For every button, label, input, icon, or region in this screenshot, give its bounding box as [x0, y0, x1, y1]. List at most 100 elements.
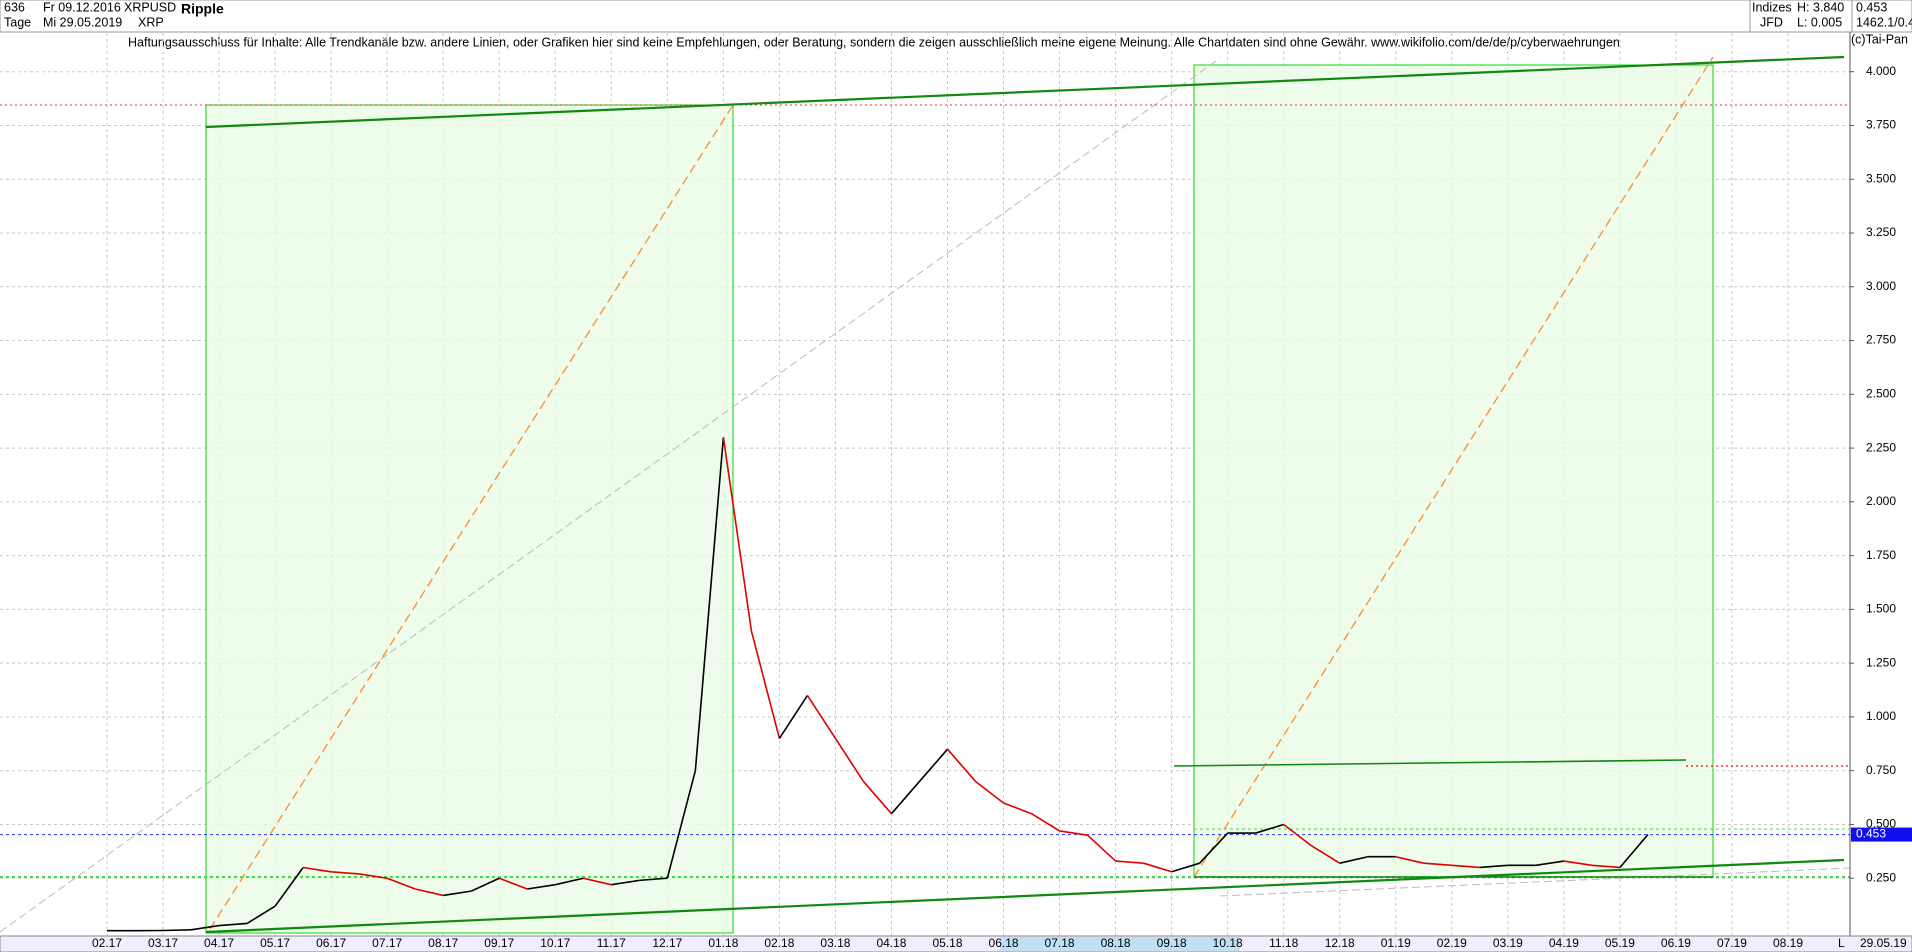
price-segment: [722, 437, 753, 632]
price-segment: [890, 780, 921, 815]
price-segment: [415, 888, 444, 897]
price-segment: [1199, 832, 1229, 864]
last-price-label: 0.453: [1856, 827, 1886, 841]
x-tick-label: 06.17: [316, 936, 346, 950]
price-segment: [806, 694, 837, 739]
price-segment: [834, 737, 865, 782]
price-segment: [1003, 802, 1032, 815]
x-tick-label: 03.19: [1493, 936, 1523, 950]
trend-line: [1173, 759, 1687, 767]
period[interactable]: Tage: [4, 15, 31, 29]
price-segment: [527, 883, 556, 890]
price-segment: [1591, 864, 1620, 869]
x-tick-label: 01.18: [708, 936, 738, 950]
price-segment: [246, 905, 276, 925]
price-segment: [359, 873, 388, 880]
annotation: Haftungsausschluss für Inhalte: Alle Tre…: [128, 35, 1620, 49]
x-tick-label: 02.19: [1437, 936, 1467, 950]
info: 1462.1/0.4: [1856, 15, 1912, 29]
price-segment: [1031, 813, 1060, 832]
price-segment: [611, 879, 640, 886]
axis-labels: 0.250 0.500 0.750 1.000 1.250 1.500 1.750 2.000…: [92, 64, 1912, 950]
price-segment: [498, 877, 528, 890]
last: 0.453: [1856, 0, 1887, 14]
price-segment: [163, 929, 192, 932]
end-date: Mi 29.05.2019: [43, 15, 122, 29]
price-segment: [1395, 855, 1424, 864]
price-segment: [443, 890, 472, 897]
count[interactable]: 636: [4, 0, 25, 14]
x-tick-label: 04.17: [204, 936, 234, 950]
x-tick-label: 07.18: [1045, 936, 1075, 950]
price-segment: [1423, 862, 1452, 867]
box: [1193, 64, 1714, 878]
price-segment: [1143, 862, 1172, 873]
y-tick-label: 3.250: [1866, 225, 1896, 239]
x-tick-label: 12.17: [652, 936, 682, 950]
price-segment: [1451, 864, 1480, 869]
price-segment: [1115, 860, 1144, 864]
price-segment: [583, 877, 612, 886]
price-segment: [1059, 830, 1088, 837]
price-segment: [1563, 860, 1593, 867]
low: L: 0.005: [1797, 15, 1842, 29]
fib-line: [209, 104, 734, 930]
price-segment: [975, 780, 1005, 804]
price-segment: [470, 877, 500, 892]
chart-title: Ripple: [181, 1, 224, 17]
y-tick-label: 2.750: [1866, 333, 1896, 347]
x-tick-label: 07.19: [1717, 936, 1747, 950]
group: Indizes: [1752, 0, 1792, 14]
y-tick-label: 3.500: [1866, 171, 1896, 185]
currency: XRP: [138, 15, 164, 29]
x-tick-label: 09.18: [1157, 936, 1187, 950]
price-segment: [1619, 834, 1649, 868]
broker: JFD: [1760, 15, 1783, 29]
price-segment: [1535, 860, 1564, 867]
y-tick-label: 0.500: [1866, 817, 1896, 831]
x-tick-label: 10.18: [1213, 936, 1243, 950]
price-segment: [219, 922, 248, 927]
x-tick-label: 01.19: [1381, 936, 1411, 950]
y-tick-label: 1.000: [1866, 709, 1896, 723]
price-segment: [302, 866, 332, 873]
y-tick-label: 2.500: [1866, 386, 1896, 400]
price-segment: [1283, 823, 1313, 847]
price-segment: [1339, 855, 1368, 864]
x-tick-label: 11.18: [1269, 936, 1298, 950]
x-tick-label: 02.17: [92, 936, 122, 950]
x-tick-label: 05.18: [932, 936, 962, 950]
copyright: (c)Tai-Pan: [1851, 32, 1908, 46]
x-tick-label: 04.18: [876, 936, 906, 950]
symbol: XRPUSD: [124, 0, 176, 14]
price-segment: [666, 770, 697, 879]
x-tick-label: 05.17: [260, 936, 290, 950]
price-segment: [778, 694, 809, 739]
price-segment: [1311, 845, 1341, 864]
y-tick-label: 2.250: [1866, 440, 1896, 454]
x-tick-label: 06.19: [1661, 936, 1691, 950]
price-segment: [274, 867, 304, 907]
trend-line: [205, 55, 1845, 129]
x-tick-label: 03.17: [148, 936, 178, 950]
y-tick-label: 3.000: [1866, 279, 1896, 293]
y-tick-label: 1.750: [1866, 548, 1896, 562]
high: H: 3.840: [1797, 0, 1844, 14]
x-tick-label: 05.19: [1605, 936, 1635, 950]
price-segment: [386, 877, 416, 890]
x-tick-label: 06.18: [989, 936, 1019, 950]
y-tick-label: 4.000: [1866, 64, 1896, 78]
scale-mode[interactable]: L: [1838, 936, 1845, 950]
last-date: 29.05.19: [1860, 936, 1907, 950]
price-segment: [694, 437, 725, 771]
x-tick-label: 03.18: [820, 936, 850, 950]
price-segment: [1171, 862, 1200, 873]
price-segment: [750, 630, 781, 739]
price-segment: [1255, 823, 1284, 834]
price-segment: [331, 870, 360, 875]
x-axis-bar: [0, 935, 1912, 952]
start-date: Fr 09.12.2016: [43, 0, 121, 14]
price-segment: [555, 877, 584, 886]
last-price-tag: [1851, 827, 1912, 842]
